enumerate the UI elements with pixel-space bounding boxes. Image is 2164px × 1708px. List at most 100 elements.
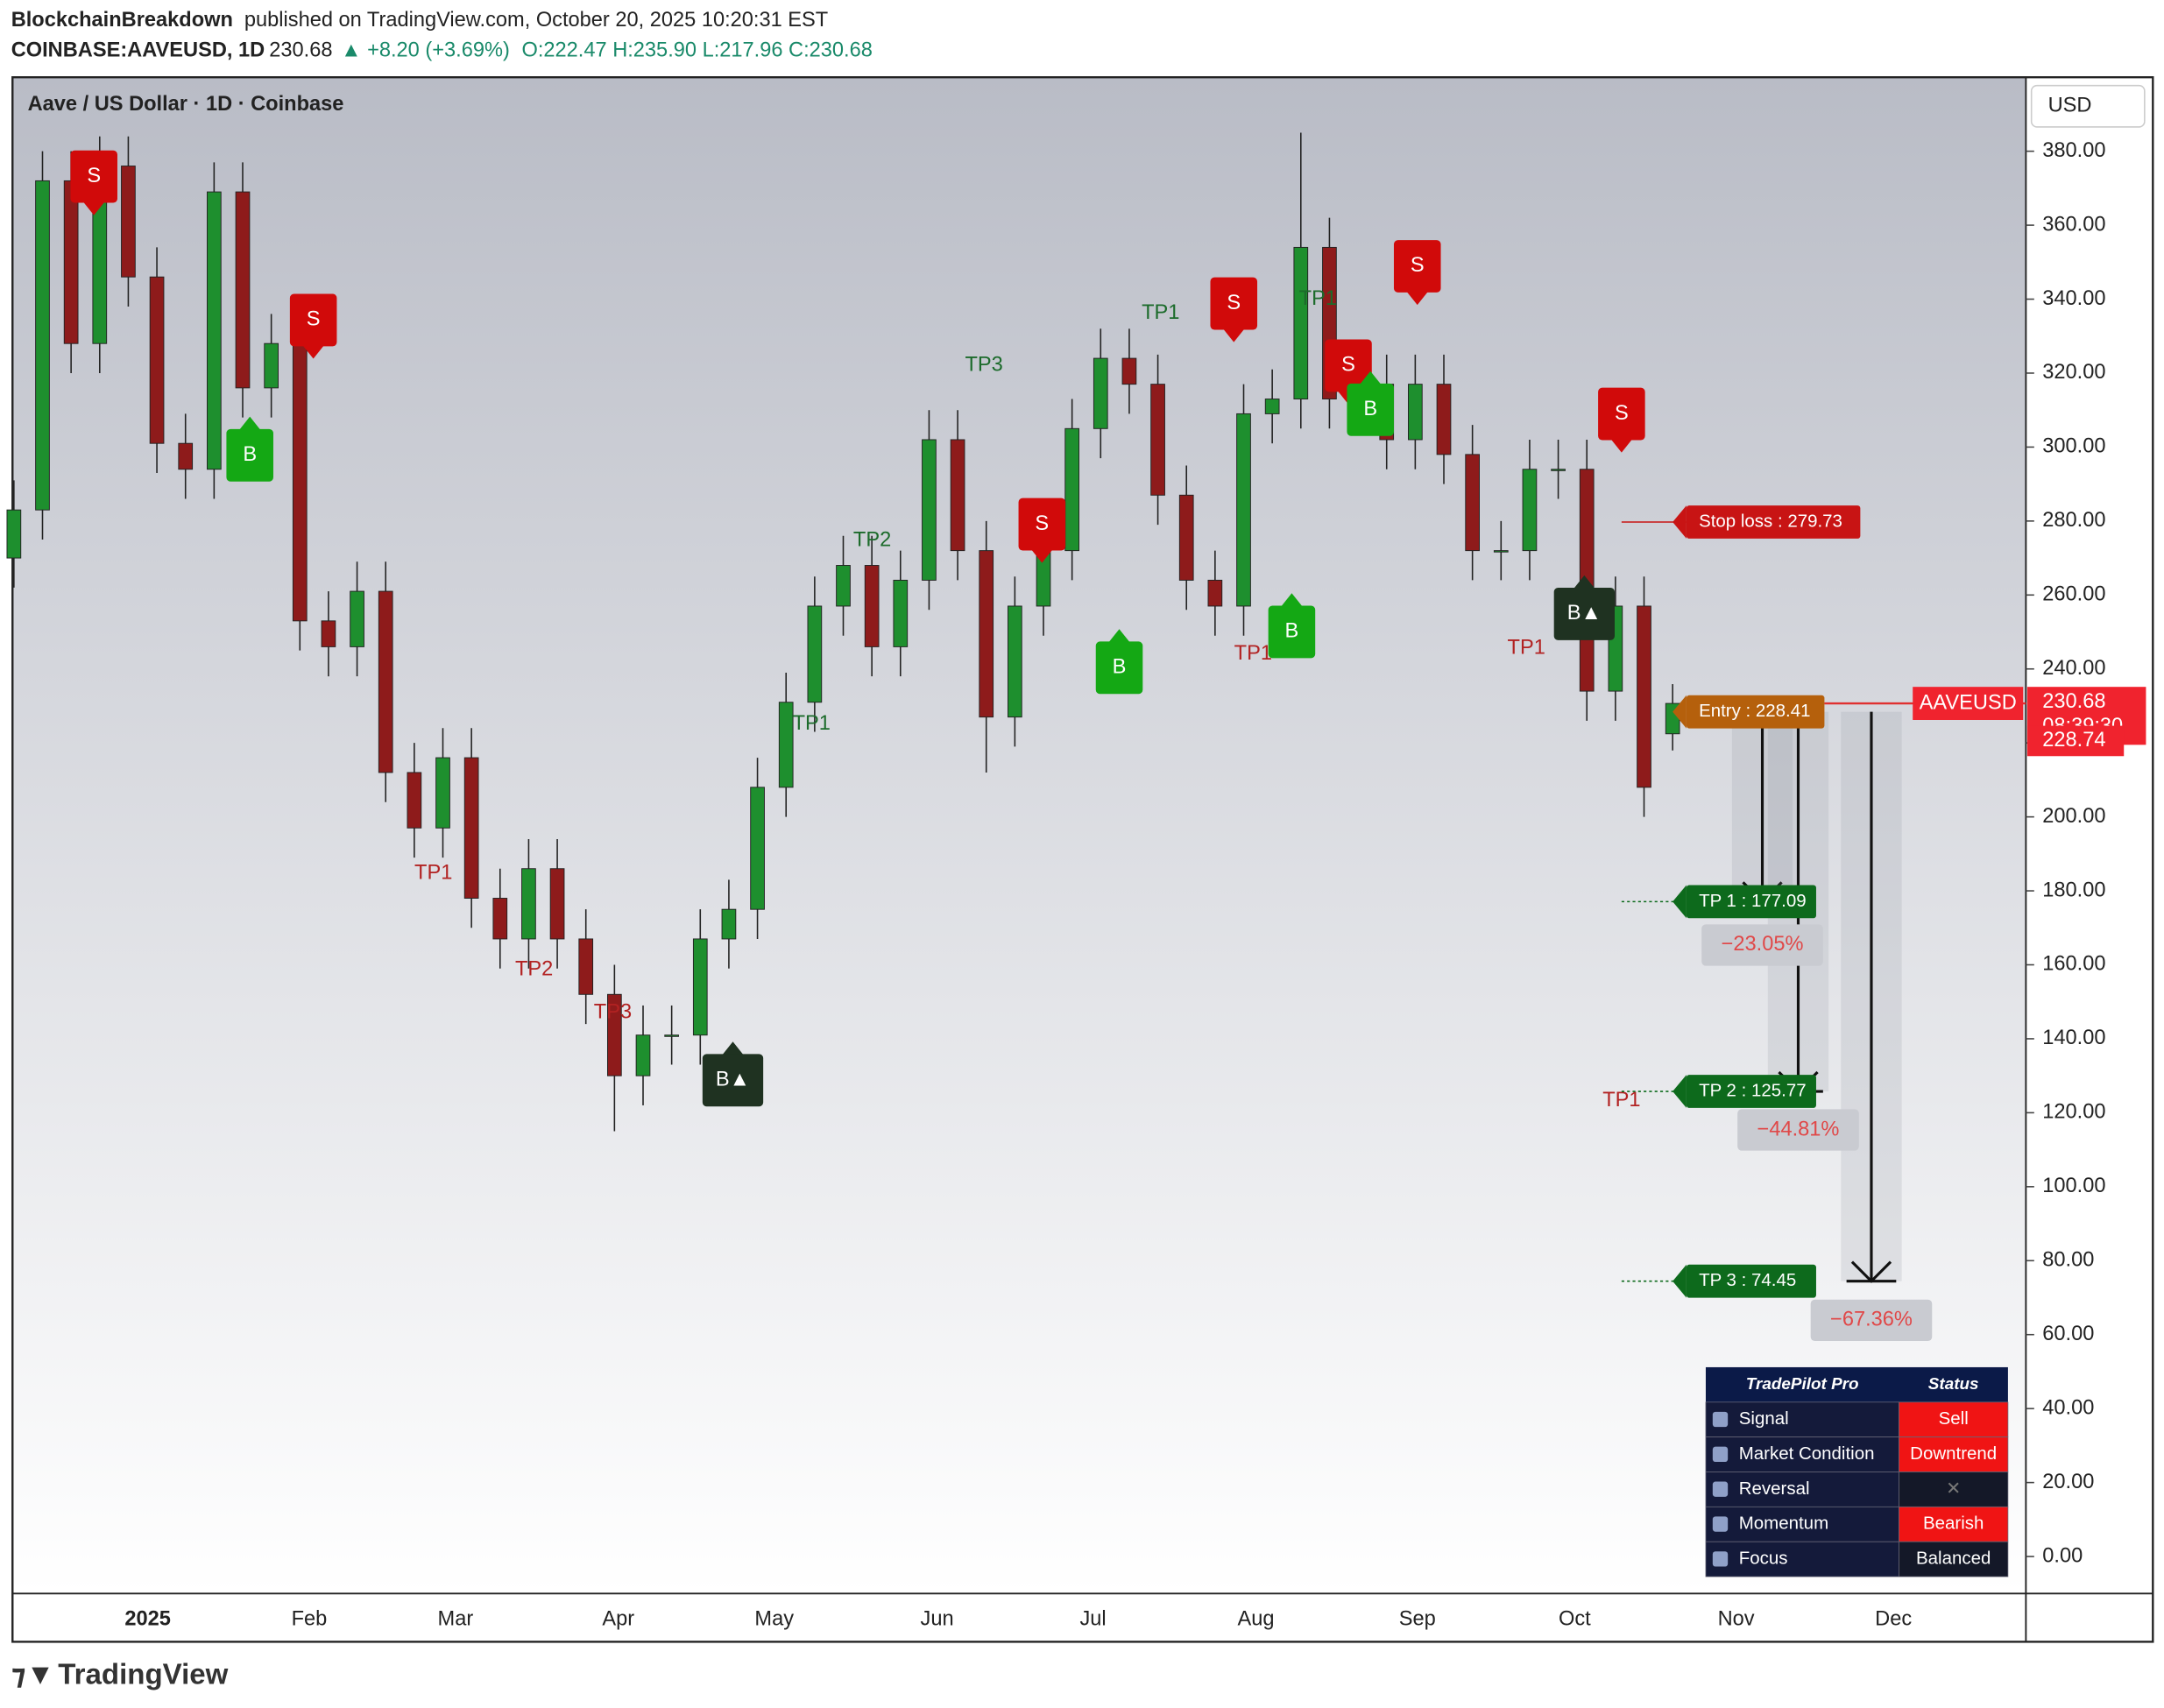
signal-label: B [1285,620,1299,643]
y-tick-label: 20.00 [2042,1471,2094,1493]
level-pointer [1673,1264,1687,1298]
y-tick-label: 260.00 [2042,583,2105,606]
candle-body [1436,384,1452,455]
x-tick-label: Mar [438,1607,474,1630]
change-label: −67.36% [1830,1309,1913,1331]
candle-body [463,757,479,899]
candle-body [6,509,22,559]
signal-box [1598,387,1645,441]
status-table: TradePilot Pro Status Signal Sell Market Con… [1705,1366,2009,1577]
table-icon [1712,1516,1729,1532]
signal-label: S [1035,512,1049,535]
signal-pointer [238,416,261,431]
change-label: −44.81% [1757,1118,1840,1140]
candle-body [1551,469,1566,471]
change-box [1810,1299,1933,1342]
candle-body [178,442,194,470]
change-box [1737,1109,1859,1151]
tp-mark: TP1 [1142,301,1179,324]
candle-body [292,342,308,622]
signal-pointer [1359,371,1382,385]
candle-body [635,1034,651,1076]
signal-box [1210,277,1258,330]
table-cell: Reversal [1739,1479,1810,1499]
tp-mark: TP3 [594,1000,632,1023]
level-label: TP 3 : 74.45 [1699,1270,1796,1290]
candle-body [207,191,222,470]
signal-label: S [1411,254,1425,277]
signal-label: S [87,165,101,187]
y-tick-label: 120.00 [2042,1101,2105,1124]
price-tag [2026,725,2125,757]
price-tag-label: 230.68 [2042,690,2105,713]
symbol-tag [1913,687,2024,720]
x-tick-label: Jul [1080,1607,1107,1630]
tp-mark: TP3 [965,354,1003,377]
level-pointer [1673,1075,1687,1108]
table-status-bg [1899,1436,2009,1472]
signal-marker: B [1347,371,1394,436]
signal-pointer [1280,593,1304,608]
candle-body [264,342,279,389]
signal-pointer [721,1041,745,1055]
tp-mark: TP2 [515,958,553,981]
candle-body [778,702,794,788]
candle-body [350,590,364,647]
signal-marker: B▲ [702,1041,764,1107]
candle-body [664,1034,679,1037]
signal-box [1553,588,1615,640]
candle-body [321,620,336,647]
published-note: published on TradingView.com, October 20… [244,9,828,32]
y-tick-label: 40.00 [2042,1396,2094,1419]
y-tick-label: 200.00 [2042,805,2105,828]
signal-label: B▲ [1567,602,1602,625]
signal-marker: B [226,416,273,482]
signal-box [702,1054,764,1107]
signal-marker: S [1598,387,1645,453]
x-tick-label: Jun [921,1607,954,1630]
table-cell: Focus [1739,1549,1788,1569]
signal-marker: S [1018,498,1066,563]
table-cell-bg [1705,1401,1899,1438]
signal-label: B [1113,656,1127,679]
x-tick-label: Nov [1718,1607,1755,1630]
table-cell: Market Condition [1739,1443,1875,1464]
candle-body [121,166,136,278]
tp-mark: TP1 [414,861,452,884]
y-tick-label: 0.00 [2042,1544,2083,1567]
signal-marker: S [289,293,337,359]
change-box [1701,924,1823,966]
currency[interactable]: USD [2048,95,2092,117]
y-tick-label: 80.00 [2042,1249,2094,1272]
tp-mark: TP2 [853,529,891,552]
candle-body [979,550,994,718]
symbol-tag-label: AAVEUSD [1920,691,2017,714]
signal-label: B [243,443,257,466]
candle-body [1264,399,1280,414]
x-tick-label: Feb [292,1607,328,1630]
table-icon [1712,1411,1729,1428]
signal-label: S [1615,402,1629,425]
y-tick-label: 240.00 [2042,657,2105,680]
signal-pointer [1222,328,1245,342]
y-tick-label: 320.00 [2042,361,2105,384]
candle-body [721,908,737,940]
currency-box[interactable] [2030,84,2146,128]
signal-box [1095,641,1143,695]
table-status: Bearish [1923,1514,1984,1534]
candle-body [235,191,251,389]
signal-box [1393,240,1441,293]
level-pointer [1673,695,1687,729]
plot-area [12,77,2026,1594]
ohlc: O:222.47 H:235.90 L:217.96 C:230.68 [522,39,873,62]
signal-label: S [307,308,321,331]
candle-body [1637,605,1651,788]
candle-body [578,938,594,995]
table-status: Balanced [1916,1549,1991,1569]
y-tick-label: 380.00 [2042,139,2105,162]
x-tick-label: Sep [1399,1607,1436,1630]
candle-body [864,565,880,647]
candle-body [149,276,165,444]
